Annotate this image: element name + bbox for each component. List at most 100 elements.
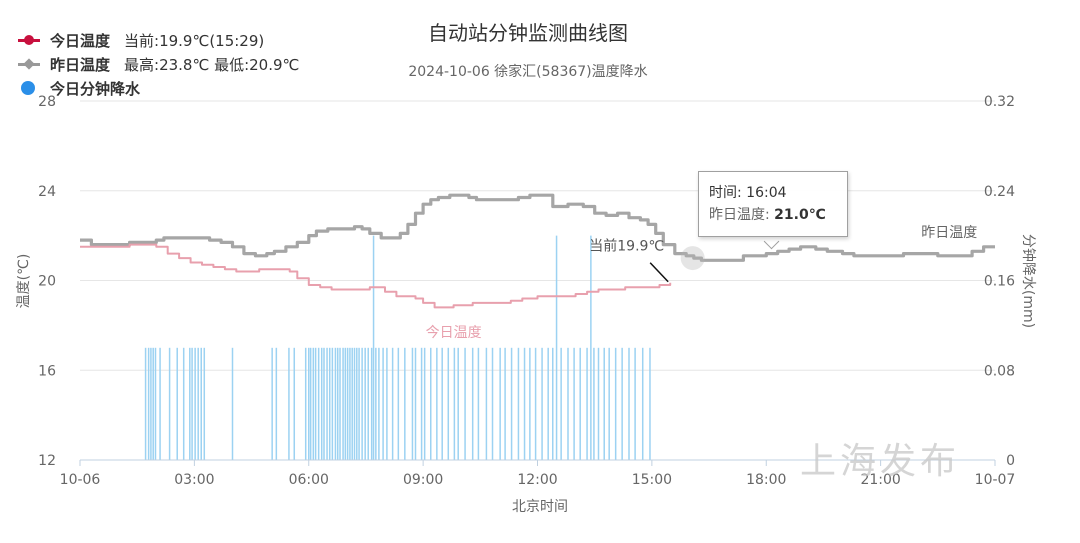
rain-bar — [614, 347, 617, 460]
legend-item-rain[interactable]: 今日分钟降水 — [18, 76, 299, 100]
y-tick-label: 20 — [38, 274, 56, 290]
legend-item-yesterday[interactable]: 昨日温度 最高:23.8℃ 最低:20.9℃ — [18, 52, 299, 76]
grid-lines — [80, 100, 995, 371]
rain-bar — [320, 347, 323, 460]
rain-bar — [641, 347, 644, 460]
rain-bar — [176, 347, 178, 460]
rain-bar — [382, 347, 384, 460]
tooltip-time-label: 时间: — [709, 185, 747, 201]
y-tick-label: 16 — [38, 363, 56, 379]
rain-bar — [144, 347, 147, 460]
rain-bar — [231, 347, 234, 460]
rain-bar — [464, 347, 466, 460]
rain-bar — [200, 347, 202, 460]
rain-bar — [491, 347, 494, 460]
rain-bar — [323, 347, 325, 460]
rain-bar — [346, 347, 349, 460]
rain-bar — [189, 347, 191, 460]
rain-bar — [361, 347, 363, 460]
rain-bar — [339, 347, 341, 460]
x-tick-label: 03:00 — [174, 472, 214, 488]
rain-bar — [529, 347, 531, 460]
rain-bar — [441, 347, 443, 460]
y2-tick-label: 0.24 — [984, 184, 1015, 200]
rain-bar — [356, 347, 358, 460]
rain-bar — [649, 347, 651, 460]
rain-bar — [552, 347, 554, 460]
rain-bar — [194, 347, 196, 460]
rain-bar — [328, 347, 331, 460]
rain-bar — [567, 347, 569, 460]
rain-bar — [411, 347, 414, 460]
rain-bar — [608, 347, 610, 460]
rain-bar — [603, 347, 605, 460]
tooltip-series-value: 21.0℃ — [774, 207, 826, 223]
current-label: 当前19.9℃ — [589, 238, 664, 255]
rain-bar — [353, 347, 356, 460]
rain-bar — [147, 347, 150, 460]
rain-bar — [367, 347, 369, 460]
rain-bar — [397, 347, 400, 460]
x-tick-label: 12:00 — [517, 472, 557, 488]
circle-icon — [18, 81, 44, 95]
legend-info: 最高:23.8℃ 最低:20.9℃ — [124, 55, 300, 74]
y-tick-label: 28 — [38, 94, 56, 110]
rain-bar — [203, 347, 206, 460]
legend-label: 昨日温度 — [50, 55, 111, 74]
rain-bar — [159, 347, 161, 460]
x-tick-label: 09:00 — [403, 472, 443, 488]
rain-bar — [391, 347, 394, 460]
rain-bar — [628, 347, 630, 460]
y2-tick-label: 0.08 — [984, 363, 1015, 379]
legend-label: 今日分钟降水 — [50, 79, 141, 98]
rain-bar — [573, 347, 575, 460]
rain-bar — [314, 347, 317, 460]
rain-bar — [375, 347, 377, 460]
rain-bar — [504, 347, 506, 460]
y2-tick-label: 0.32 — [984, 94, 1015, 110]
rain-bar — [271, 347, 273, 460]
hover-marker — [680, 246, 705, 271]
rain-bar — [436, 347, 438, 460]
rain-bar — [288, 347, 290, 460]
rain-bar — [154, 347, 157, 460]
rain-bar — [555, 235, 558, 460]
x-tick-label: 21:00 — [860, 472, 900, 488]
rain-bar — [317, 347, 320, 460]
today-series-label: 今日温度 — [426, 325, 482, 341]
rain-bar — [477, 347, 480, 460]
rain-bar — [182, 347, 185, 460]
rain-bar — [372, 235, 375, 460]
rain-bar — [457, 347, 459, 460]
rain-bar — [370, 347, 373, 460]
rain-bar — [309, 347, 312, 460]
rain-bar — [471, 347, 474, 460]
rain-bar — [349, 347, 351, 460]
yesterday-line — [80, 193, 995, 262]
rain-bar — [336, 347, 339, 460]
tooltip: 时间: 16:04 昨日温度: 21.0℃ — [698, 171, 848, 237]
legend: 今日温度 当前:19.9℃(15:29) 昨日温度 最高:23.8℃ 最低:20… — [18, 28, 299, 100]
rain-bar — [358, 347, 360, 460]
y2-tick-label: 0.16 — [984, 274, 1015, 290]
legend-info: 当前:19.9℃(15:29) — [124, 31, 265, 50]
y-tick-label: 24 — [38, 184, 56, 200]
y2-axis-label: 分钟降水(mm) — [1020, 234, 1037, 328]
rain-bar — [275, 347, 278, 460]
rain-bar — [191, 347, 193, 460]
tooltip-time-value: 16:04 — [746, 185, 787, 201]
x-tick-label: 15:00 — [632, 472, 672, 488]
rain-bar — [597, 347, 600, 460]
rain-bar — [404, 347, 406, 460]
watermark: 上海发布 — [800, 441, 961, 482]
chart-subtitle: 2024-10-06 徐家汇(58367)温度降水 — [408, 63, 647, 80]
rain-bar — [378, 347, 380, 460]
rain-bar — [312, 347, 315, 460]
rain-bar — [517, 347, 520, 460]
tooltip-series-label: 昨日温度: — [709, 207, 775, 223]
line-dot-icon — [18, 33, 44, 47]
rain-bar — [499, 347, 501, 460]
legend-item-today[interactable]: 今日温度 当前:19.9℃(15:29) — [18, 28, 299, 52]
rain-bars — [144, 235, 651, 460]
